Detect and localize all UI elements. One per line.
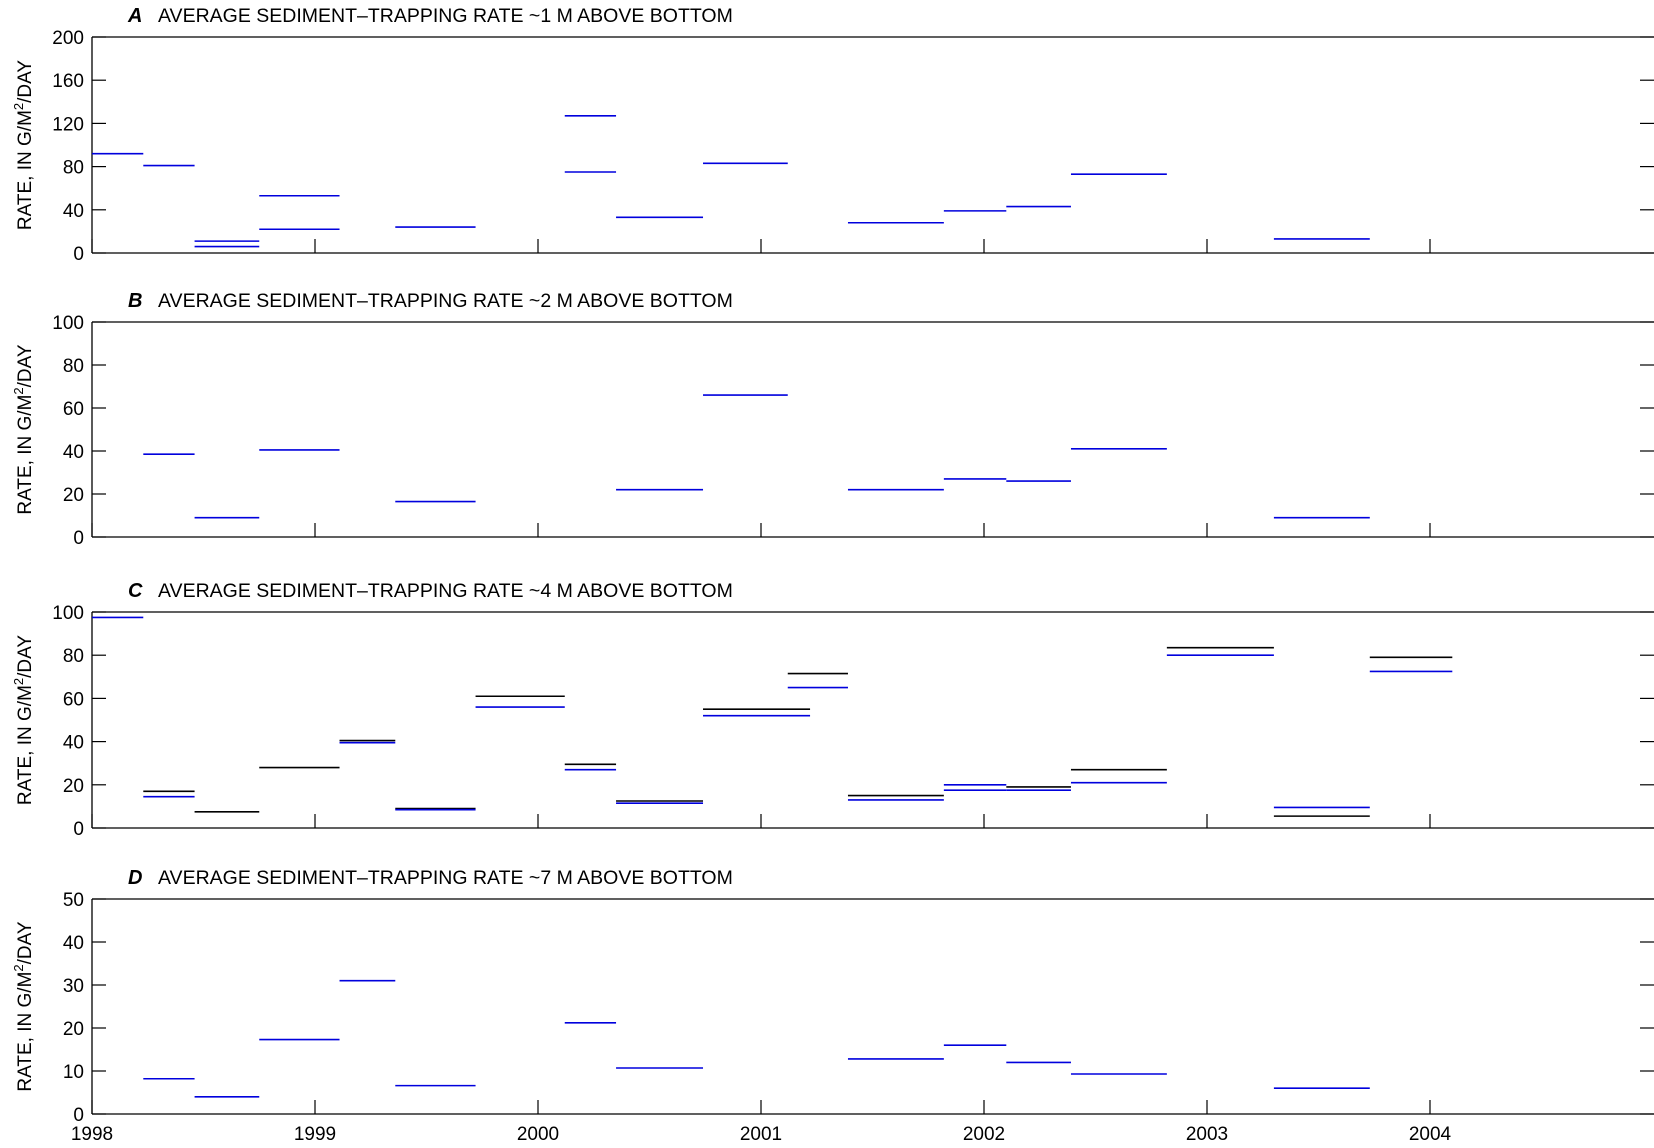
y-axis-label-tail: /DAY bbox=[15, 344, 36, 387]
panel-c: 0 20 40 60 80 100 C AVERAGE SEDIMENT–TRAPPING R… bbox=[11, 580, 1654, 840]
x-tick-label: 2000 bbox=[517, 1124, 559, 1145]
y-tick-label: 20 bbox=[63, 776, 84, 797]
y-tick-label: 0 bbox=[73, 244, 84, 265]
y-axis-label-main: RATE, IN G/M bbox=[15, 110, 36, 230]
x-tick-label: 2001 bbox=[740, 1124, 782, 1145]
y-axis-label-tail: /DAY bbox=[15, 635, 36, 678]
y-tick-label: 80 bbox=[63, 356, 84, 377]
y-axis-label-superscript: 2 bbox=[11, 964, 26, 971]
y-tick-label: 30 bbox=[63, 976, 84, 997]
y-axis-label-tail: /DAY bbox=[15, 60, 36, 103]
y-tick-label: 20 bbox=[63, 485, 84, 506]
panel-title: AVERAGE SEDIMENT–TRAPPING RATE ~4 M ABOV… bbox=[158, 580, 733, 602]
panel-letter: B bbox=[128, 290, 142, 312]
y-tick-label: 10 bbox=[63, 1062, 84, 1083]
x-tick-label: 2003 bbox=[1186, 1124, 1228, 1145]
y-axis-label-main: RATE, IN G/M bbox=[15, 972, 36, 1092]
y-tick-label: 40 bbox=[63, 442, 84, 463]
panel-letter: D bbox=[128, 867, 142, 889]
y-tick-label: 0 bbox=[73, 819, 84, 840]
x-tick-label: 1999 bbox=[294, 1124, 336, 1145]
y-axis-label-superscript: 2 bbox=[11, 103, 26, 110]
y-axis-label: RATE, IN G/M2/DAY bbox=[11, 344, 36, 514]
x-tick-label: 1998 bbox=[71, 1124, 113, 1145]
panel-letter: C bbox=[128, 580, 143, 602]
y-axis-label: RATE, IN G/M2/DAY bbox=[11, 60, 36, 230]
y-axis-label-superscript: 2 bbox=[11, 387, 26, 394]
y-axis-label-main: RATE, IN G/M bbox=[15, 685, 36, 805]
panel-a: 0 40 80 120 160 200 A AVERAGE SEDIMENT–TRAPPING… bbox=[11, 5, 1654, 265]
y-axis-label: RATE, IN G/M2/DAY bbox=[11, 921, 36, 1091]
panel-title: AVERAGE SEDIMENT–TRAPPING RATE ~7 M ABOV… bbox=[158, 867, 733, 889]
panel-title: AVERAGE SEDIMENT–TRAPPING RATE ~1 M ABOV… bbox=[158, 5, 733, 27]
y-tick-label: 50 bbox=[63, 890, 84, 911]
y-tick-label: 60 bbox=[63, 689, 84, 710]
y-axis-label-main: RATE, IN G/M bbox=[15, 395, 36, 515]
panel-b: 0 20 40 60 80 100 B AVERAGE SEDIMENT–TRAPPING R… bbox=[11, 290, 1654, 549]
y-tick-label: 120 bbox=[52, 114, 84, 135]
x-axis-tick-labels: 1998 1999 2000 2001 2002 2003 2004 bbox=[71, 1124, 1452, 1145]
y-tick-label: 40 bbox=[63, 933, 84, 954]
y-tick-label: 60 bbox=[63, 399, 84, 420]
y-tick-label: 0 bbox=[73, 1105, 84, 1126]
y-tick-label: 80 bbox=[63, 646, 84, 667]
y-tick-label: 100 bbox=[52, 313, 84, 334]
panel-letter: A bbox=[127, 5, 142, 27]
y-tick-label: 200 bbox=[52, 28, 84, 49]
panel-d: 0 10 20 30 40 50 D AVERAGE SEDIMENT–TRAPPING RA… bbox=[11, 867, 1654, 1126]
y-tick-label: 40 bbox=[63, 201, 84, 222]
y-tick-label: 0 bbox=[73, 528, 84, 549]
panel-title: AVERAGE SEDIMENT–TRAPPING RATE ~2 M ABOV… bbox=[158, 290, 733, 312]
y-tick-label: 40 bbox=[63, 733, 84, 754]
y-tick-label: 20 bbox=[63, 1019, 84, 1040]
y-tick-label: 80 bbox=[63, 158, 84, 179]
x-tick-label: 2002 bbox=[963, 1124, 1005, 1145]
y-axis-label: RATE, IN G/M2/DAY bbox=[11, 635, 36, 805]
y-tick-label: 100 bbox=[52, 603, 84, 624]
x-tick-label: 2004 bbox=[1409, 1124, 1452, 1145]
y-axis-label-tail: /DAY bbox=[15, 921, 36, 964]
y-tick-label: 160 bbox=[52, 71, 84, 92]
y-axis-label-superscript: 2 bbox=[11, 678, 26, 685]
